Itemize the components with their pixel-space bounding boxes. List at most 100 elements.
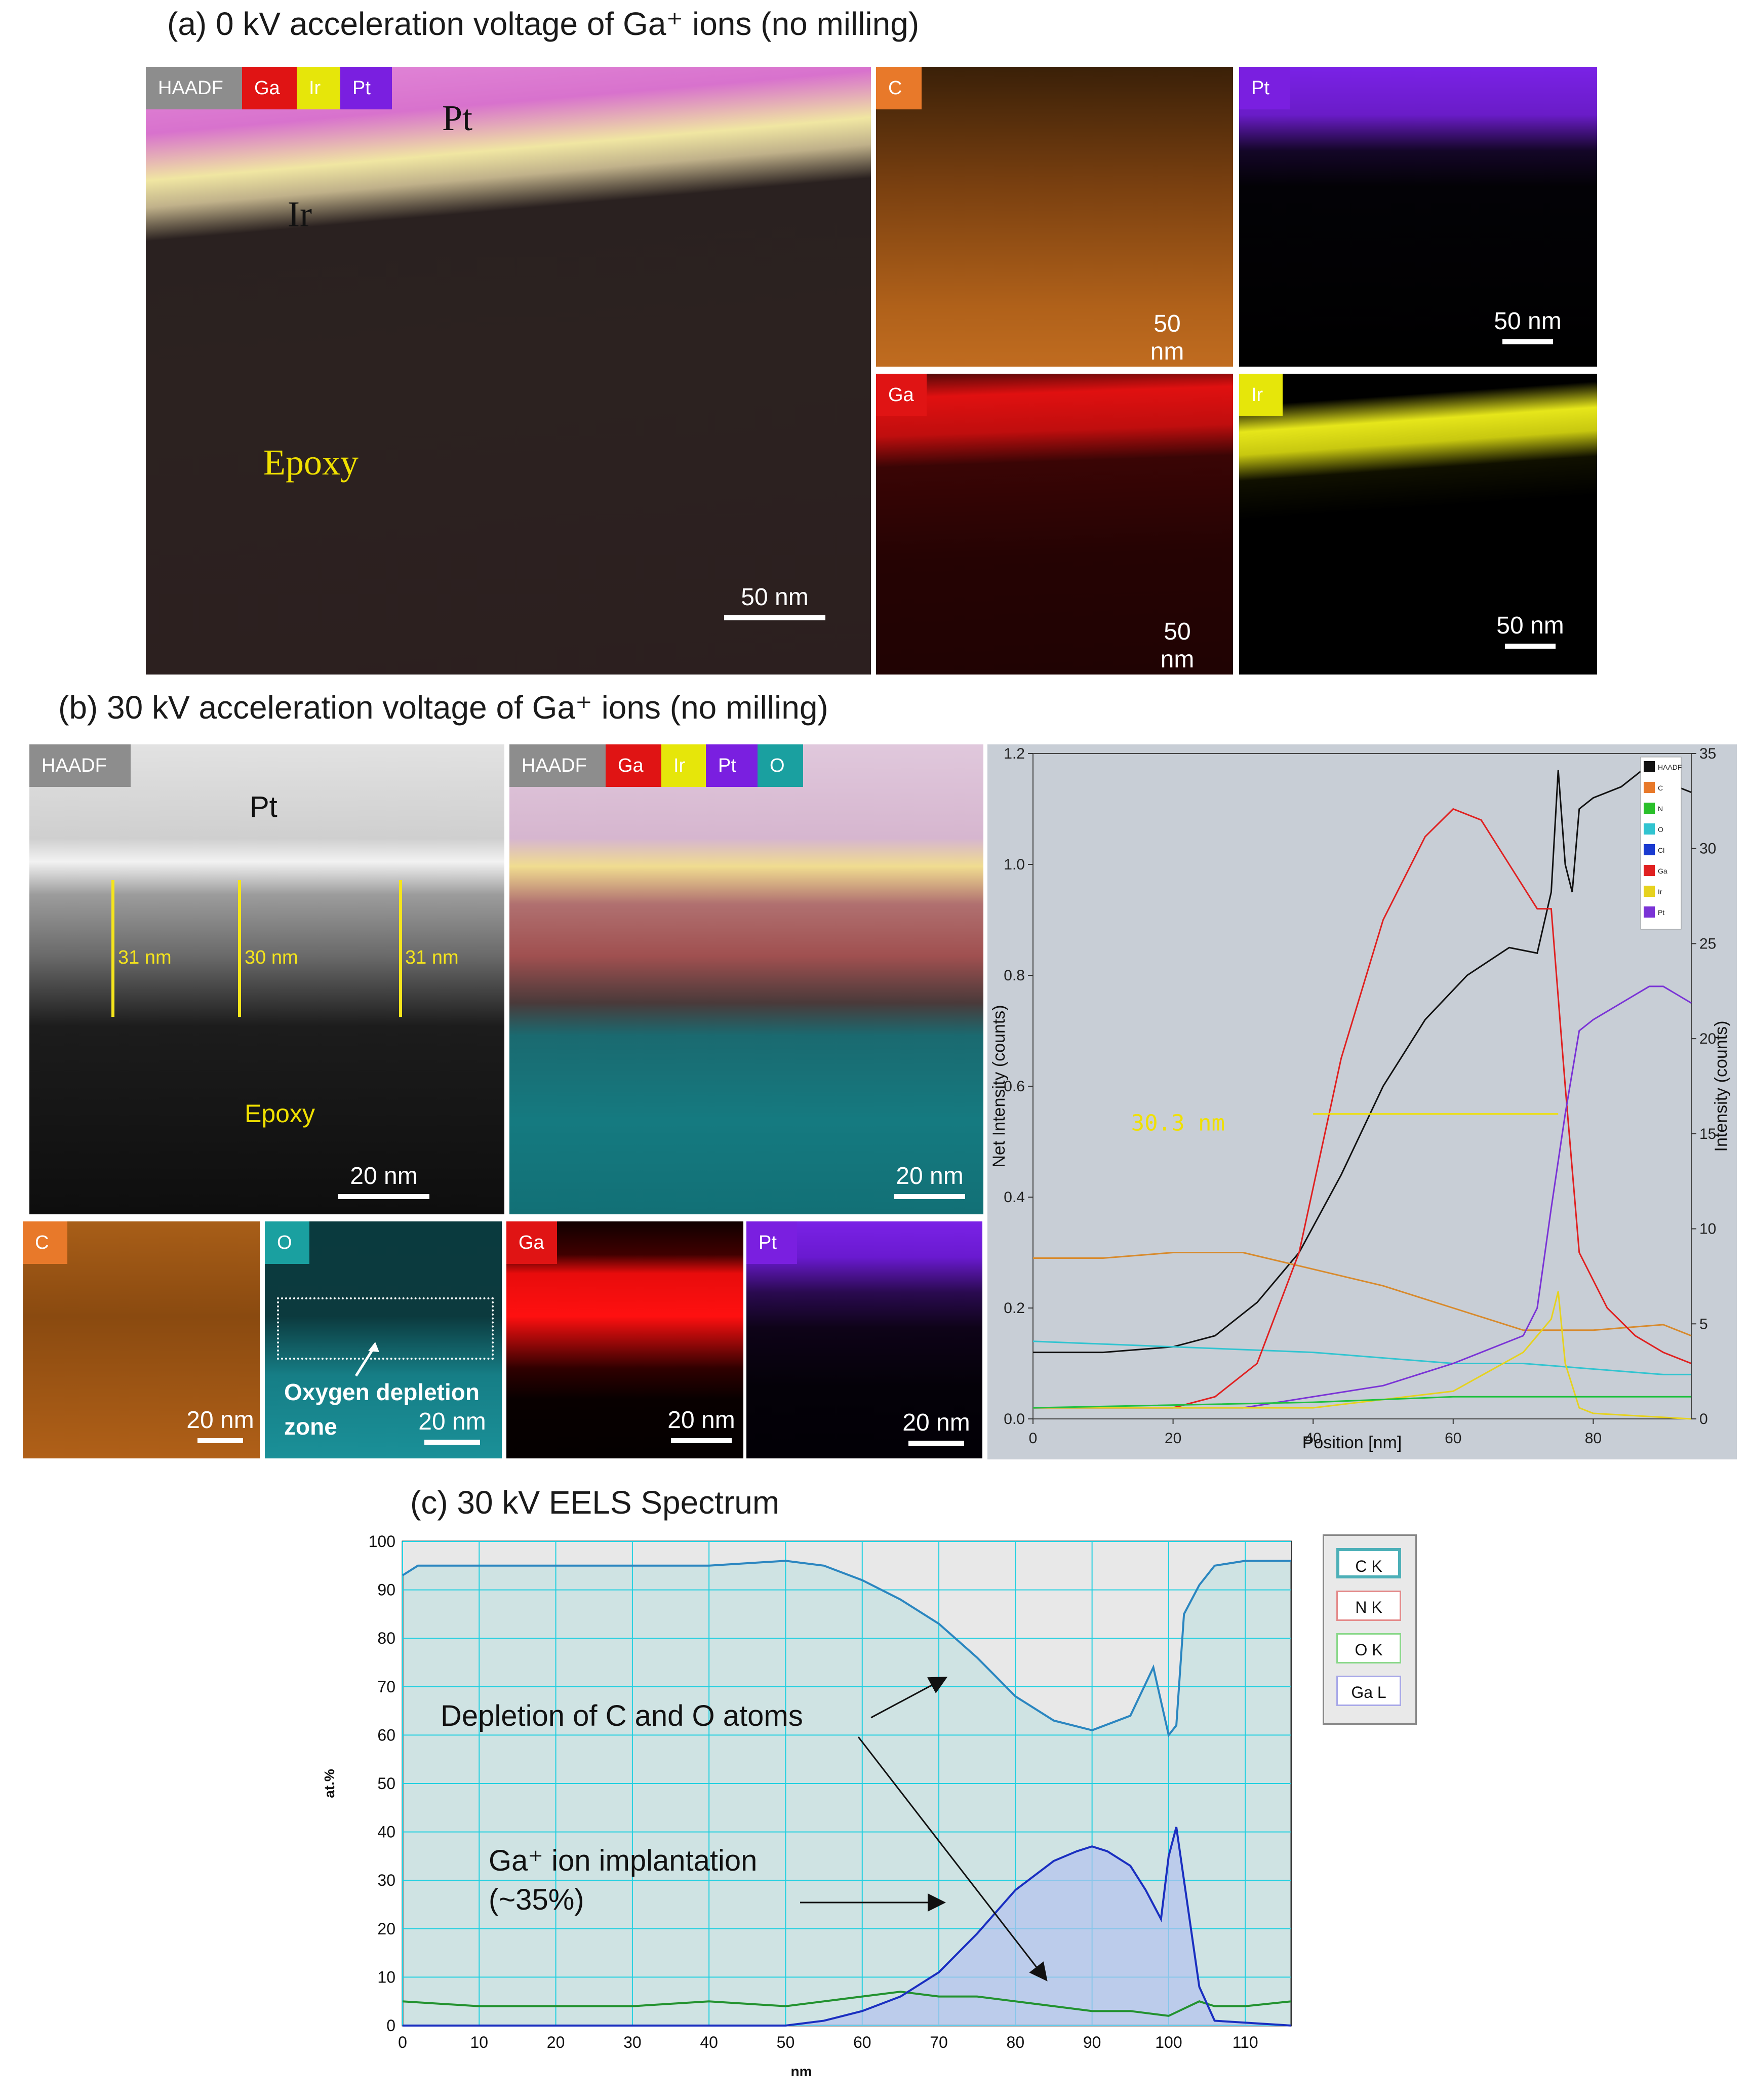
panel-a-map-ir: Ir 50 nm: [1239, 374, 1597, 675]
composite-tag-ga: Ga: [606, 744, 661, 787]
series-line-c: [1033, 1252, 1692, 1337]
x-tick-label: 80: [1007, 2033, 1025, 2051]
y-right-tick-label: 35: [1699, 745, 1716, 762]
thickness-line-3: [399, 880, 402, 1017]
haadf-tag: HAADF: [29, 744, 131, 787]
map-tag-pt: Pt: [1239, 67, 1290, 109]
composite-tag-pt: Pt: [340, 67, 392, 109]
y-right-tick-label: 15: [1699, 1126, 1716, 1142]
y-right-axis-label: Intensity (counts): [1712, 1021, 1731, 1152]
thickness-label-2: 30 nm: [245, 947, 298, 968]
map-tag-ir: Ir: [1239, 374, 1283, 416]
x-tick-label: 70: [930, 2033, 948, 2051]
y-tick-label: 80: [377, 1629, 395, 1647]
series-line-n: [1032, 1396, 1691, 1409]
scale-bar: 20 nm: [412, 1408, 493, 1445]
label-ir: Ir: [288, 194, 312, 234]
legend-label-c: C: [1658, 784, 1663, 792]
eels-series-o-k: [402, 1991, 1292, 2017]
scale-bar: 50 nm: [1492, 612, 1568, 649]
label-epoxy: Epoxy: [245, 1099, 315, 1128]
composite-tag-ga: Ga: [242, 67, 297, 109]
scale-bar-label: 20 nm: [186, 1407, 254, 1434]
y-axis-label: at.%: [322, 1769, 337, 1798]
oxygen-depletion-note-2: zone: [284, 1413, 337, 1440]
scale-bar: 50 nm: [1144, 618, 1210, 675]
legend-label-ga: Ga: [1658, 867, 1667, 875]
panel-c-title: (c) 30 kV EELS Spectrum: [410, 1484, 780, 1521]
x-tick-label: 20: [1165, 1430, 1181, 1447]
legend-label-n: N: [1658, 805, 1663, 813]
scale-bar-label: 20 nm: [667, 1407, 735, 1434]
y-right-tick-label: 5: [1699, 1316, 1708, 1332]
annotation-ga-implant: Ga⁺ ion implantation: [489, 1844, 758, 1877]
panel-b-map-ga: Ga 20 nm: [506, 1221, 743, 1458]
scale-bar: 20 nm: [893, 1409, 979, 1446]
scale-bar-label: 50 nm: [1150, 310, 1184, 365]
legend-item-ok: O K: [1336, 1633, 1401, 1663]
eels-gal-fill: [403, 1827, 1291, 2026]
label-pt: Pt: [442, 98, 473, 138]
x-tick-label: 80: [1585, 1430, 1602, 1447]
y-left-tick-label: 0.0: [1004, 1411, 1025, 1428]
scale-bar: 20 nm: [889, 1162, 970, 1199]
scale-bar-label: 20 nm: [418, 1408, 486, 1435]
y-left-tick-label: 0.2: [1004, 1300, 1025, 1317]
panel-b-map-c: C 20 nm: [23, 1221, 260, 1458]
scale-bar-label: 20 nm: [902, 1409, 970, 1436]
panel-b-title: (b) 30 kV acceleration voltage of Ga⁺ io…: [58, 689, 828, 726]
composite-tag-haadf: HAADF: [509, 744, 606, 787]
annotation-ga-percent: (~35%): [489, 1883, 584, 1916]
map-tag-pt: Pt: [746, 1221, 797, 1264]
y-left-axis-label: Net Intensity (counts): [989, 1005, 1009, 1167]
y-tick-label: 30: [377, 1871, 395, 1889]
series-line-haadf: [1033, 763, 1692, 1354]
legend-item-gal: Ga L: [1336, 1676, 1401, 1706]
panel-b-haadf-map: HAADF Pt 31 nm 30 nm 31 nm Epoxy 20 nm: [29, 744, 504, 1214]
composite-tag-pt: Pt: [706, 744, 758, 787]
panel-b-map-o: O Oxygen depletion zone 20 nm: [265, 1221, 502, 1458]
x-tick-label: 60: [1445, 1430, 1461, 1447]
composite-tag-ir: Ir: [661, 744, 706, 787]
panel-a-composite-map: HAADF Ga Ir Pt Pt Ir Epoxy 50 nm: [146, 67, 871, 675]
y-left-tick-label: 0.6: [1004, 1078, 1025, 1095]
composite-tag-o: O: [758, 744, 803, 787]
legend-label-ir: Ir: [1658, 888, 1662, 896]
scale-bar: 50 nm: [1134, 310, 1200, 367]
thickness-line-1: [111, 880, 114, 1017]
y-tick-label: 70: [377, 1678, 395, 1696]
legend-swatch-n: [1644, 803, 1655, 814]
plot-area: [1032, 753, 1692, 1419]
x-tick-label: 110: [1233, 2033, 1258, 2051]
label-epoxy: Epoxy: [263, 442, 359, 483]
legend-label-pt: Pt: [1658, 908, 1664, 917]
legend-swatch-pt: [1644, 906, 1655, 918]
x-tick-label: 20: [547, 2033, 565, 2051]
x-tick-label: 100: [1155, 2033, 1182, 2051]
scale-bar: 20 nm: [185, 1406, 256, 1443]
line-profile-chart: 0 20 40 60 80 0.0 0.2 0.4 0.6 0.8 1.0 1.2 0 5 10 15 20 25…: [987, 744, 1737, 1459]
scale-bar: 50 nm: [1487, 307, 1568, 344]
y-left-tick-label: 1.2: [1004, 745, 1025, 762]
scale-bar: 50 nm: [724, 583, 825, 620]
x-tick-label: 30: [623, 2033, 642, 2051]
panel-a-map-c: C 50 nm: [876, 67, 1233, 367]
map-tag-ga: Ga: [506, 1221, 557, 1264]
scale-bar-label: 50 nm: [741, 584, 809, 611]
label-pt: Pt: [250, 790, 277, 823]
legend-item-nk: N K: [1336, 1591, 1401, 1621]
x-axis-label: nm: [791, 2064, 812, 2079]
legend-swatch-ga: [1644, 865, 1655, 876]
panel-b-composite-map: HAADF Ga Ir Pt O 20 nm: [509, 744, 983, 1214]
legend-swatch-haadf: [1644, 761, 1655, 772]
panel-b-map-pt: Pt 20 nm: [746, 1221, 982, 1458]
series-line-o: [1032, 1340, 1691, 1375]
composite-tag-ir: Ir: [297, 67, 340, 109]
line-profile-svg: 0 20 40 60 80 0.0 0.2 0.4 0.6 0.8 1.0 1.2 0 5 10 15 20 25…: [989, 745, 1731, 1452]
oxygen-depletion-box: [277, 1297, 494, 1360]
y-tick-label: 60: [377, 1726, 395, 1744]
y-right-tick-label: 0: [1699, 1411, 1708, 1428]
map-tag-c: C: [876, 67, 922, 109]
panel-a-title: (a) 0 kV acceleration voltage of Ga⁺ ion…: [167, 6, 920, 42]
x-tick-label: 0: [398, 2033, 407, 2051]
